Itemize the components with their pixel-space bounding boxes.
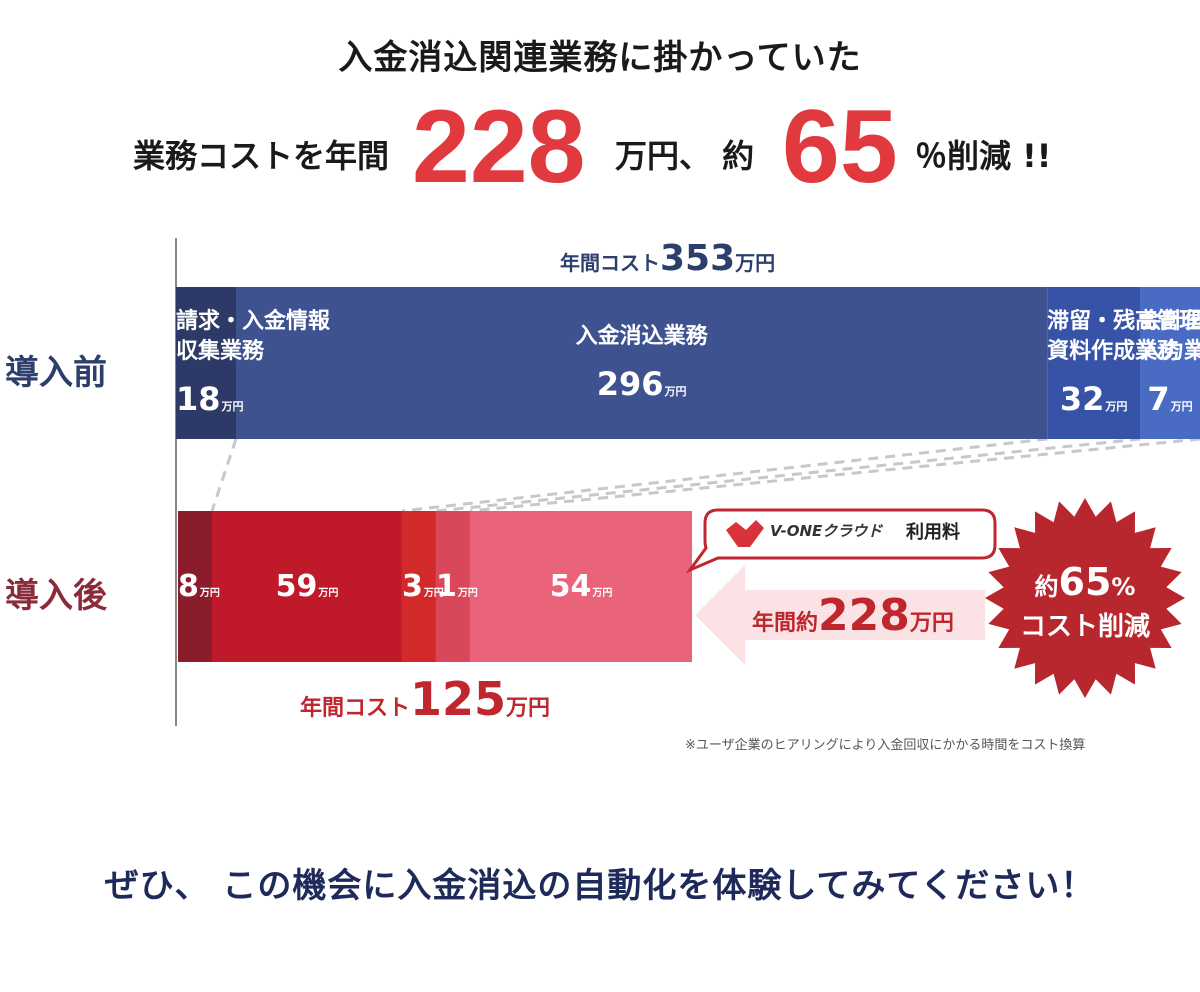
segment-label-0-1: 入金消込業務 296万円	[236, 322, 1047, 412]
headline-prefix: 業務コストを年間	[133, 137, 390, 175]
segment-value-number: 7	[1147, 380, 1170, 418]
cost-after-label: 年間コスト125万円	[300, 672, 550, 726]
brand-pill-border	[685, 508, 997, 574]
segment-name-0-1-0: 入金消込業務	[575, 324, 708, 349]
bar-segment-0-0	[176, 287, 236, 439]
bar-segment-1-4	[469, 511, 692, 662]
segment-value-unit: 万円	[423, 587, 444, 599]
segment-value-unit: 万円	[221, 400, 244, 413]
bar-segment-0-3	[1140, 287, 1200, 439]
bar-segment-1-0	[178, 511, 212, 662]
segment-label-0-2: 滞留・残高管理 資料作成業務 32万円	[1047, 307, 1200, 427]
segment-value-1-1: 59万円	[212, 567, 402, 614]
bars-before	[176, 287, 1200, 439]
segment-value-0-2: 32万円	[1047, 379, 1140, 427]
segment-value-unit: 万円	[457, 587, 478, 599]
badge-percent-unit: %	[1111, 573, 1136, 601]
segment-value-number: 3	[401, 568, 423, 604]
segment-label-0-0: 請求・入金情報収集業務 18万円	[176, 307, 330, 427]
segment-name-0-2-1: 資料作成業務	[1047, 339, 1180, 364]
segment-value-number: 296	[596, 365, 664, 403]
segment-value-unit: 万円	[592, 587, 613, 599]
segment-label-1-1: 59万円	[212, 567, 402, 614]
segment-name-0-3-0: 会計伝票	[1140, 309, 1200, 334]
bar-segment-1-2	[401, 511, 436, 662]
bars-after	[178, 511, 692, 662]
segment-label-1-4: 54万円	[470, 567, 692, 614]
segment-value-1-3: 1万円	[435, 567, 478, 614]
segment-value-0-1: 296万円	[236, 364, 1047, 412]
segment-name-0-0-1: 収集業務	[176, 339, 265, 364]
segment-label-0-3: 会計伝票入力業務 7万円	[1140, 307, 1200, 427]
headline-mid: 万円、 約	[615, 137, 755, 175]
segment-value-number: 59	[275, 568, 318, 604]
segment-label-1-0: 8万円	[178, 567, 220, 614]
reduction-unit: 万円	[909, 611, 954, 636]
footer-cta: ぜひ、 この機会に入金消込の自動化を体験してみてください！	[104, 866, 1096, 906]
cost-after-prefix: 年間コスト	[300, 696, 411, 721]
segment-value-1-0: 8万円	[178, 567, 220, 614]
segment-value-unit: 万円	[664, 385, 687, 398]
segment-value-0-3: 7万円	[1140, 379, 1200, 427]
segment-value-unit: 万円	[1105, 400, 1128, 413]
reduction-arrow	[695, 565, 985, 665]
segment-name-0-3-1: 入力業務	[1140, 339, 1200, 364]
segment-name-0-2-0: 滞留・残高管理	[1047, 309, 1200, 334]
cost-after-unit: 万円	[506, 696, 551, 721]
headline-line1: 入金消込関連業務に掛かっていた	[338, 38, 862, 78]
badge-prefix: 約	[1034, 573, 1059, 601]
brand-pill	[685, 508, 997, 574]
segment-name-0-0-0: 請求・入金情報	[176, 307, 330, 337]
segment-value-1-4: 54万円	[470, 567, 692, 614]
segment-value-number: 1	[435, 568, 457, 604]
cost-before-total: 353	[660, 238, 736, 279]
segment-value-0-0: 18万円	[176, 379, 244, 427]
segment-value-1-2: 3万円	[401, 567, 444, 614]
reduction-amount: 228	[818, 590, 910, 641]
cost-before-prefix: 年間コスト	[560, 251, 660, 275]
badge-line2: コスト削減	[1019, 612, 1150, 642]
headline-percent: 65	[782, 89, 898, 205]
brand-name: V-ONEクラウド	[770, 522, 883, 540]
badge-line1: 約65%	[1005, 560, 1165, 604]
segment-label-1-2: 3万円	[401, 567, 444, 614]
segment-value-unit: 万円	[199, 587, 220, 599]
segment-value-number: 18	[176, 380, 221, 418]
headline-suffix: ％削減 !!	[915, 137, 1052, 175]
segment-label-1-3: 1万円	[435, 567, 478, 614]
badge-percent: 65	[1058, 560, 1112, 604]
bar-segment-1-3	[435, 511, 470, 662]
cloud-logo-icon	[726, 520, 764, 547]
cost-after-total: 125	[410, 672, 507, 726]
segment-value-unit: 万円	[318, 587, 339, 599]
footnote: ※ユーザ企業のヒアリングにより入金回収にかかる時間をコスト換算	[685, 738, 1086, 753]
headline-line2: 業務コストを年間 228 万円、 約 65 ％削減 !!	[0, 95, 1200, 199]
reduction-prefix: 年間約	[752, 611, 819, 636]
bar-segment-1-1	[212, 511, 402, 662]
row-label-before: 導入前	[5, 353, 107, 393]
bar-segment-0-2	[1047, 287, 1140, 439]
segment-value-number: 54	[549, 568, 592, 604]
connector-line-3	[469, 437, 1200, 513]
headline-amount: 228	[412, 89, 586, 205]
brand-suffix: 利用料	[906, 522, 960, 543]
cost-before-label: 年間コスト353万円	[560, 238, 775, 279]
bar-segment-0-1	[236, 287, 1048, 439]
connector-lines	[210, 437, 1200, 513]
connector-line-2	[435, 437, 1141, 513]
reduction-amount-label: 年間約228万円	[752, 590, 954, 641]
segment-value-number: 32	[1059, 380, 1105, 418]
connector-line-0	[210, 438, 238, 512]
reduction-badge	[985, 498, 1185, 698]
cost-before-unit: 万円	[735, 251, 776, 275]
row-label-after: 導入後	[5, 576, 107, 616]
segment-value-unit: 万円	[1170, 400, 1193, 413]
connector-line-1	[401, 437, 1048, 513]
segment-value-number: 8	[178, 568, 199, 604]
